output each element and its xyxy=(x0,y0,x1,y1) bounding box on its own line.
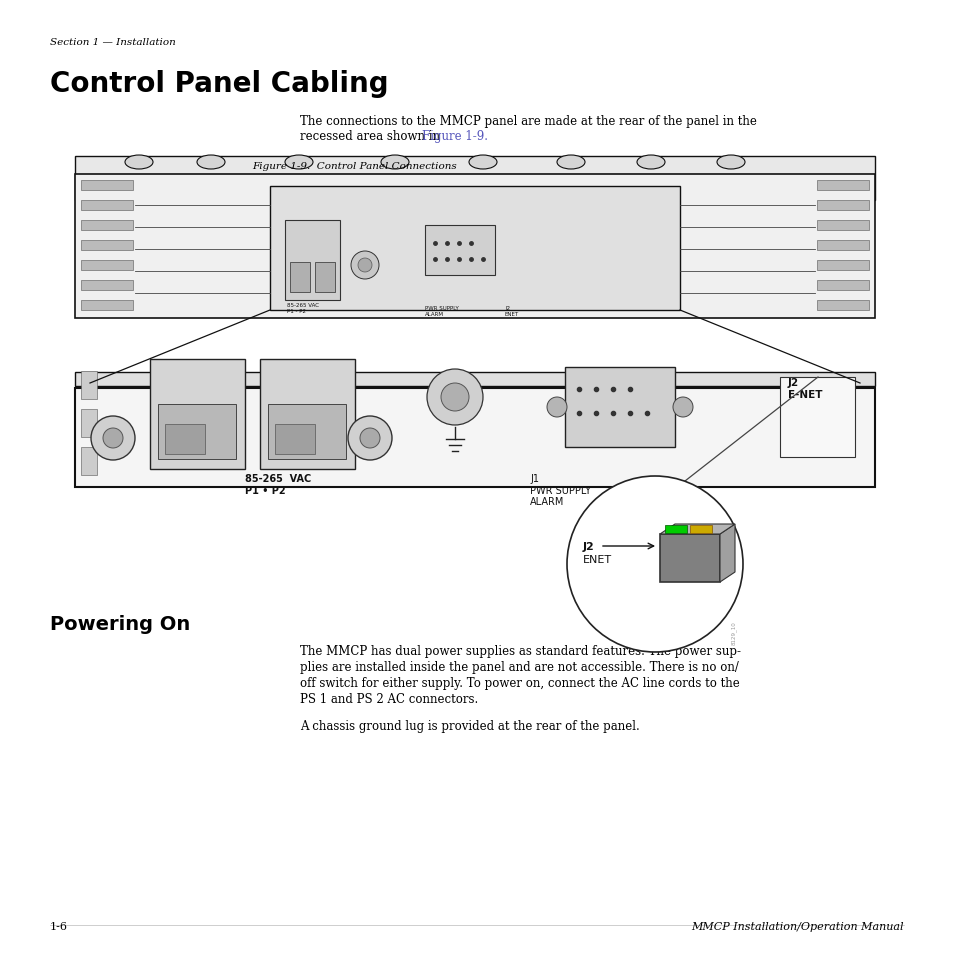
Circle shape xyxy=(427,370,482,426)
Text: 1-6: 1-6 xyxy=(50,921,68,931)
FancyBboxPatch shape xyxy=(270,187,679,311)
FancyBboxPatch shape xyxy=(816,201,868,211)
FancyBboxPatch shape xyxy=(75,373,874,387)
Text: plies are installed inside the panel and are not accessible. There is no on/: plies are installed inside the panel and… xyxy=(299,660,739,673)
Circle shape xyxy=(103,429,123,449)
FancyBboxPatch shape xyxy=(81,241,132,251)
FancyBboxPatch shape xyxy=(816,181,868,191)
Text: 85-265  VAC
P1 • P2: 85-265 VAC P1 • P2 xyxy=(245,474,311,495)
FancyBboxPatch shape xyxy=(816,241,868,251)
FancyBboxPatch shape xyxy=(75,174,874,318)
Circle shape xyxy=(91,416,135,460)
FancyBboxPatch shape xyxy=(689,525,711,534)
FancyBboxPatch shape xyxy=(81,448,97,476)
Text: Powering On: Powering On xyxy=(50,615,190,634)
Polygon shape xyxy=(659,524,734,535)
FancyBboxPatch shape xyxy=(285,221,339,301)
FancyBboxPatch shape xyxy=(75,157,874,201)
Ellipse shape xyxy=(717,156,744,170)
Text: A chassis ground lug is provided at the rear of the panel.: A chassis ground lug is provided at the … xyxy=(299,720,639,732)
Circle shape xyxy=(546,397,566,417)
FancyBboxPatch shape xyxy=(81,221,132,231)
Ellipse shape xyxy=(196,156,225,170)
Circle shape xyxy=(440,384,469,412)
Text: J2: J2 xyxy=(582,541,594,552)
Polygon shape xyxy=(720,524,734,582)
Text: Figure 1-9.: Figure 1-9. xyxy=(421,130,488,143)
Circle shape xyxy=(348,416,392,460)
FancyBboxPatch shape xyxy=(81,201,132,211)
Text: The connections to the MMCP panel are made at the rear of the panel in the: The connections to the MMCP panel are ma… xyxy=(299,115,756,128)
Ellipse shape xyxy=(380,156,409,170)
FancyBboxPatch shape xyxy=(424,226,495,275)
FancyBboxPatch shape xyxy=(816,301,868,311)
FancyBboxPatch shape xyxy=(816,221,868,231)
FancyBboxPatch shape xyxy=(274,424,314,455)
FancyBboxPatch shape xyxy=(81,410,97,437)
Ellipse shape xyxy=(637,156,664,170)
Circle shape xyxy=(672,397,692,417)
FancyBboxPatch shape xyxy=(816,261,868,271)
Text: Figure 1-9.  Control Panel Connections: Figure 1-9. Control Panel Connections xyxy=(252,162,456,171)
Ellipse shape xyxy=(469,156,497,170)
Text: ENET: ENET xyxy=(582,555,612,564)
Text: J2
E-NET: J2 E-NET xyxy=(787,377,821,399)
FancyBboxPatch shape xyxy=(158,405,235,459)
FancyBboxPatch shape xyxy=(664,525,686,534)
Text: 85-265 VAC
P1 - P2: 85-265 VAC P1 - P2 xyxy=(287,303,318,314)
Text: PS 1 and PS 2 AC connectors.: PS 1 and PS 2 AC connectors. xyxy=(299,692,477,705)
Circle shape xyxy=(351,252,378,280)
FancyBboxPatch shape xyxy=(150,359,245,470)
FancyBboxPatch shape xyxy=(564,368,675,448)
Text: recessed area shown in: recessed area shown in xyxy=(299,130,443,143)
Text: 8129_10: 8129_10 xyxy=(731,620,737,644)
Ellipse shape xyxy=(125,156,152,170)
Text: off switch for either supply. To power on, connect the AC line cords to the: off switch for either supply. To power o… xyxy=(299,677,739,689)
Text: J1
PWR SUPPLY
ALARM: J1 PWR SUPPLY ALARM xyxy=(530,474,590,507)
Text: PWR SUPPLY
ALARM: PWR SUPPLY ALARM xyxy=(424,306,458,316)
FancyBboxPatch shape xyxy=(290,263,310,293)
Text: Section 1 — Installation: Section 1 — Installation xyxy=(50,38,175,47)
Circle shape xyxy=(359,429,379,449)
Text: The MMCP has dual power supplies as standard features. The power sup-: The MMCP has dual power supplies as stan… xyxy=(299,644,740,658)
Ellipse shape xyxy=(557,156,584,170)
FancyBboxPatch shape xyxy=(81,181,132,191)
FancyBboxPatch shape xyxy=(81,372,97,399)
Text: J2
ENET: J2 ENET xyxy=(504,306,518,316)
FancyBboxPatch shape xyxy=(780,377,854,457)
FancyBboxPatch shape xyxy=(81,261,132,271)
Circle shape xyxy=(566,476,742,652)
Ellipse shape xyxy=(285,156,313,170)
FancyBboxPatch shape xyxy=(75,389,874,488)
FancyBboxPatch shape xyxy=(81,301,132,311)
FancyBboxPatch shape xyxy=(659,535,720,582)
FancyBboxPatch shape xyxy=(268,405,346,459)
Text: MMCP Installation/Operation Manual: MMCP Installation/Operation Manual xyxy=(691,921,903,931)
Text: Control Panel Cabling: Control Panel Cabling xyxy=(50,70,388,98)
FancyBboxPatch shape xyxy=(816,281,868,291)
FancyBboxPatch shape xyxy=(165,424,205,455)
FancyBboxPatch shape xyxy=(81,281,132,291)
FancyBboxPatch shape xyxy=(260,359,355,470)
Circle shape xyxy=(357,258,372,273)
FancyBboxPatch shape xyxy=(314,263,335,293)
